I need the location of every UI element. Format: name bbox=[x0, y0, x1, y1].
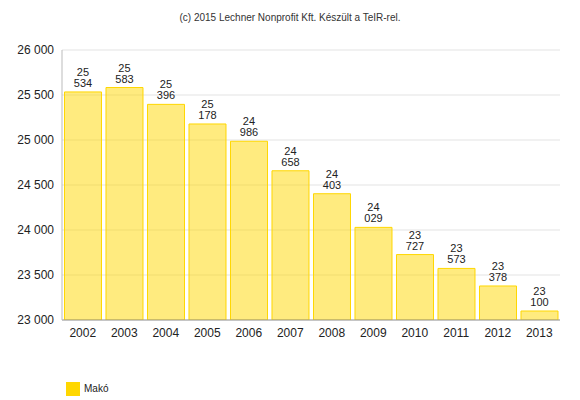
svg-text:24658: 24658 bbox=[281, 145, 299, 168]
svg-text:24029: 24029 bbox=[364, 201, 382, 224]
svg-text:24 500: 24 500 bbox=[17, 178, 54, 192]
svg-text:24 000: 24 000 bbox=[17, 223, 54, 237]
svg-text:2010: 2010 bbox=[401, 326, 428, 340]
svg-text:23100: 23100 bbox=[530, 285, 548, 308]
svg-text:2012: 2012 bbox=[484, 326, 511, 340]
svg-text:2007: 2007 bbox=[277, 326, 304, 340]
svg-text:25583: 25583 bbox=[115, 62, 133, 85]
svg-text:2004: 2004 bbox=[152, 326, 179, 340]
svg-text:24403: 24403 bbox=[323, 168, 341, 191]
svg-text:23573: 23573 bbox=[447, 242, 465, 265]
svg-text:23378: 23378 bbox=[489, 260, 507, 283]
svg-text:23 500: 23 500 bbox=[17, 268, 54, 282]
svg-text:25396: 25396 bbox=[157, 78, 175, 101]
html-text:Makó: Makó bbox=[84, 382, 109, 394]
svg-text:25 000: 25 000 bbox=[17, 133, 54, 147]
svg-text:2011: 2011 bbox=[443, 326, 469, 340]
svg-text:2009: 2009 bbox=[360, 326, 387, 340]
svg-text:23727: 23727 bbox=[406, 229, 424, 252]
svg-text:23 000: 23 000 bbox=[17, 313, 54, 327]
svg-text:25 500: 25 500 bbox=[17, 88, 54, 102]
html-text:(c) 2015 Lechner Nonprofit Kft: (c) 2015 Lechner Nonprofit Kft. Készült … bbox=[179, 12, 401, 23]
svg-text:24986: 24986 bbox=[240, 115, 258, 138]
svg-text:2008: 2008 bbox=[318, 326, 345, 340]
svg-text:2013: 2013 bbox=[526, 326, 553, 340]
svg-text:2002: 2002 bbox=[69, 326, 96, 340]
svg-text:2003: 2003 bbox=[111, 326, 138, 340]
svg-text:2005: 2005 bbox=[194, 326, 221, 340]
svg-text:25534: 25534 bbox=[74, 66, 92, 89]
svg-text:2006: 2006 bbox=[235, 326, 262, 340]
svg-text:26 000: 26 000 bbox=[17, 43, 54, 57]
svg-text:25178: 25178 bbox=[198, 98, 216, 121]
